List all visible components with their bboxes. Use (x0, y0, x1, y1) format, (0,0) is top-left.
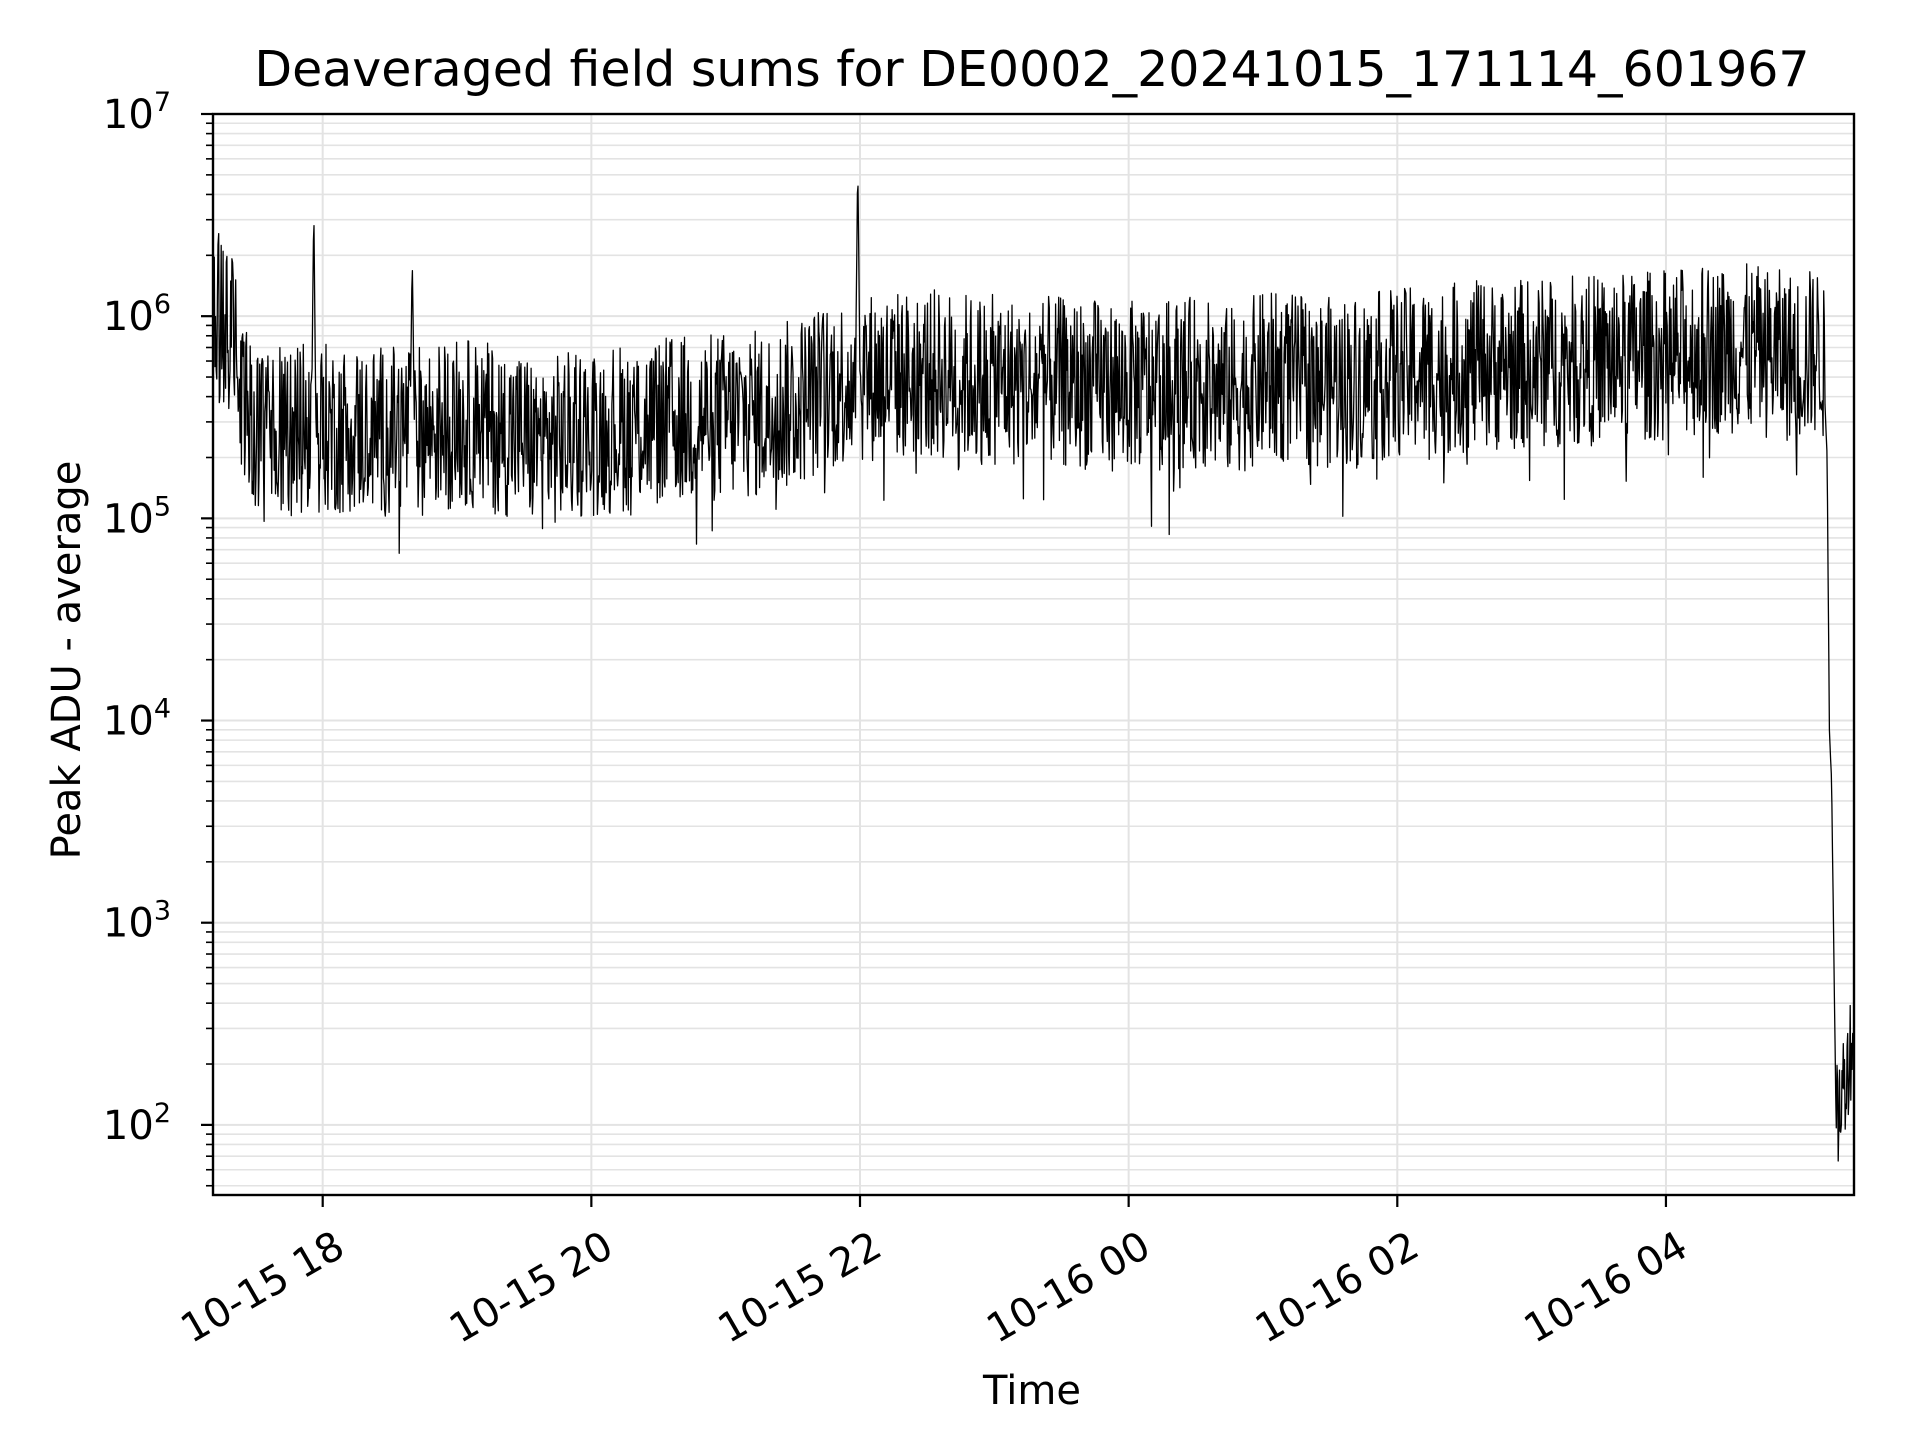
y-tick-exponent: 5 (154, 491, 171, 522)
y-tick-exponent: 7 (154, 87, 171, 118)
y-tick-label: 107 (103, 87, 171, 138)
y-tick-exponent: 6 (154, 289, 171, 320)
y-tick-exponent: 2 (154, 1098, 171, 1129)
y-tick-exponent: 3 (154, 896, 171, 927)
series-line (212, 185, 1855, 1162)
plot-frame (211, 112, 1856, 1197)
y-axis-label: Peak ADU - average (44, 461, 90, 860)
y-tick-label: 102 (103, 1098, 171, 1149)
chart-title: Deaveraged field sums for DE0002_2024101… (254, 41, 1809, 98)
data-layer (212, 185, 1855, 1162)
x-axis-label: Time (982, 1368, 1081, 1414)
y-tick-exponent: 4 (154, 694, 171, 725)
